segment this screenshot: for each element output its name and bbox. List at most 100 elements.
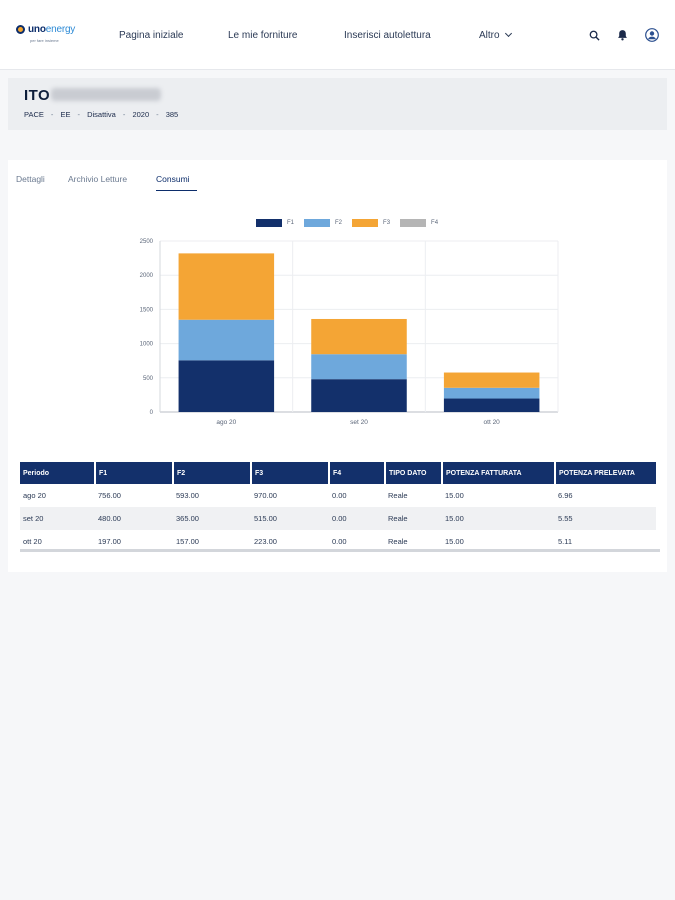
nav-more-label: Altro — [479, 30, 500, 41]
y-tick-label: 1500 — [140, 307, 154, 313]
chart-legend: F1 F2 F3 F4 — [256, 218, 448, 228]
user-icon — [645, 28, 659, 42]
table-cell: 5.11 — [558, 537, 573, 546]
legend-swatch-f3 — [352, 219, 379, 227]
legend-item-f3[interactable]: F3 — [352, 219, 390, 227]
bell-icon — [617, 30, 627, 41]
nav-my-supplies[interactable]: Le mie forniture — [228, 30, 298, 41]
table-cell: 6.96 — [558, 491, 573, 500]
table-cell: 15.00 — [445, 491, 464, 500]
bar-segment-f1 — [311, 379, 407, 412]
column-header-tipo-dato[interactable]: TIPO DATO — [385, 462, 443, 484]
y-tick-label: 1000 — [140, 342, 154, 348]
bar-segment-f3 — [311, 318, 407, 355]
bar-segment-f2 — [311, 354, 407, 380]
supply-meta-year: 2020 — [132, 110, 150, 119]
table-cell: 15.00 — [445, 537, 464, 546]
brand-logo[interactable]: unoenergy per fare insieme — [16, 24, 76, 43]
logo-tagline: per fare insieme — [30, 38, 59, 43]
table-cell: 515.00 — [251, 507, 329, 530]
bar-segment-f2 — [443, 387, 540, 399]
legend-label-f2: F2 — [335, 220, 343, 226]
consumption-card: Dettagli Archivio Letture Consumi F1 F2 … — [8, 160, 667, 572]
table-cell: 157.00 — [176, 537, 199, 546]
consumption-chart: F1 F2 F3 F4 0 500 1000 1500 2000 2500 ago 20 se… — [118, 218, 568, 443]
table-cell: Reale — [388, 491, 408, 500]
legend-label-f4: F4 — [431, 220, 439, 226]
legend-swatch-f4 — [400, 219, 427, 227]
supply-meta-type: EE — [60, 110, 71, 119]
table-cell: Reale — [385, 507, 442, 530]
table-header-row: Periodo F1 F2 F3 F4 TIPO DATO POTENZA FA… — [20, 462, 656, 484]
table-cell: set 20 — [20, 507, 95, 530]
account-button[interactable] — [645, 28, 659, 42]
search-button[interactable] — [587, 28, 601, 42]
legend-item-f1[interactable]: F1 — [256, 219, 294, 227]
supply-meta-commodity: PACE — [24, 110, 44, 119]
table-cell: 480.00 — [95, 507, 173, 530]
table-cell: ago 20 — [23, 491, 46, 500]
supply-meta-number: 385 — [165, 110, 179, 119]
x-tick-label: ott 20 — [484, 419, 501, 426]
table-cell: 756.00 — [98, 491, 121, 500]
column-header-f3[interactable]: F3 — [251, 462, 330, 484]
bar-segment-f1 — [443, 398, 540, 412]
legend-item-f2[interactable]: F2 — [304, 219, 342, 227]
column-header-potenza-fatturata[interactable]: POTENZA FATTURATA — [442, 462, 556, 484]
tab-dettagli[interactable]: Dettagli — [16, 174, 45, 184]
column-header-f1[interactable]: F1 — [95, 462, 174, 484]
table-cell: 15.00 — [442, 507, 555, 530]
x-tick-label: set 20 — [350, 419, 368, 426]
table-cell: 365.00 — [173, 507, 251, 530]
table-row: ott 20 197.00 157.00 223.00 0.00 Reale 1… — [20, 530, 656, 553]
nav-home[interactable]: Pagina iniziale — [119, 30, 184, 41]
table-cell: 5.55 — [555, 507, 656, 530]
supply-meta: PACE - EE - Disattiva - 2020- 385 — [24, 110, 179, 119]
top-navigation-bar: unoenergy per fare insieme Pagina inizia… — [0, 0, 675, 70]
redacted-supply-number — [51, 88, 162, 101]
table-cell: Reale — [388, 537, 408, 546]
supply-meta-status: Disattiva — [87, 110, 116, 119]
table-row: ago 20 756.00 593.00 970.00 0.00 Reale 1… — [20, 484, 656, 507]
search-icon — [589, 30, 600, 41]
legend-swatch-f1 — [256, 219, 282, 227]
active-tab-indicator — [156, 190, 197, 191]
logo-wordmark: unoenergy — [28, 24, 76, 35]
legend-swatch-f2 — [304, 219, 331, 227]
supply-header-card: ITO PACE - EE - Disattiva - 2020- 385 — [8, 78, 667, 130]
bar-segment-f3 — [178, 253, 275, 320]
column-header-f2[interactable]: F2 — [173, 462, 252, 484]
supply-code: ITO — [24, 87, 162, 104]
y-tick-label: 2000 — [140, 273, 154, 279]
tab-consumi[interactable]: Consumi — [156, 174, 190, 184]
bar-segment-f2 — [178, 319, 275, 361]
y-tick-label: 2500 — [140, 239, 154, 245]
column-header-f4[interactable]: F4 — [329, 462, 386, 484]
chevron-down-icon — [504, 29, 512, 38]
nav-more[interactable]: Altro — [479, 29, 512, 41]
column-header-periodo[interactable]: Periodo — [20, 462, 96, 484]
column-header-potenza-prelevata[interactable]: POTENZA PRELEVATA — [555, 462, 656, 484]
bar-segment-f3 — [443, 372, 540, 388]
legend-item-f4[interactable]: F4 — [400, 219, 438, 227]
table-scrollbar[interactable] — [20, 549, 660, 552]
bar-segment-f1 — [178, 360, 275, 412]
table-cell: 0.00 — [329, 507, 385, 530]
legend-label-f1: F1 — [287, 220, 295, 226]
logo-mark-icon — [16, 25, 25, 34]
y-tick-label: 0 — [150, 410, 154, 416]
table-cell: 0.00 — [332, 491, 347, 500]
notifications-button[interactable] — [615, 28, 629, 42]
table-cell: 197.00 — [98, 537, 121, 546]
nav-insert-reading[interactable]: Inserisci autolettura — [344, 30, 431, 41]
consumption-table: Periodo F1 F2 F3 F4 TIPO DATO POTENZA FA… — [20, 462, 656, 553]
tab-archivio-letture[interactable]: Archivio Letture — [68, 174, 128, 184]
y-tick-label: 500 — [143, 376, 154, 382]
legend-label-f3: F3 — [383, 220, 391, 226]
table-cell: 593.00 — [176, 491, 199, 500]
table-cell: 223.00 — [254, 537, 277, 546]
x-tick-label: ago 20 — [216, 419, 236, 426]
table-cell: ott 20 — [23, 537, 42, 546]
table-cell: 0.00 — [332, 537, 347, 546]
table-row: set 20 480.00 365.00 515.00 0.00 Reale 1… — [20, 507, 656, 530]
